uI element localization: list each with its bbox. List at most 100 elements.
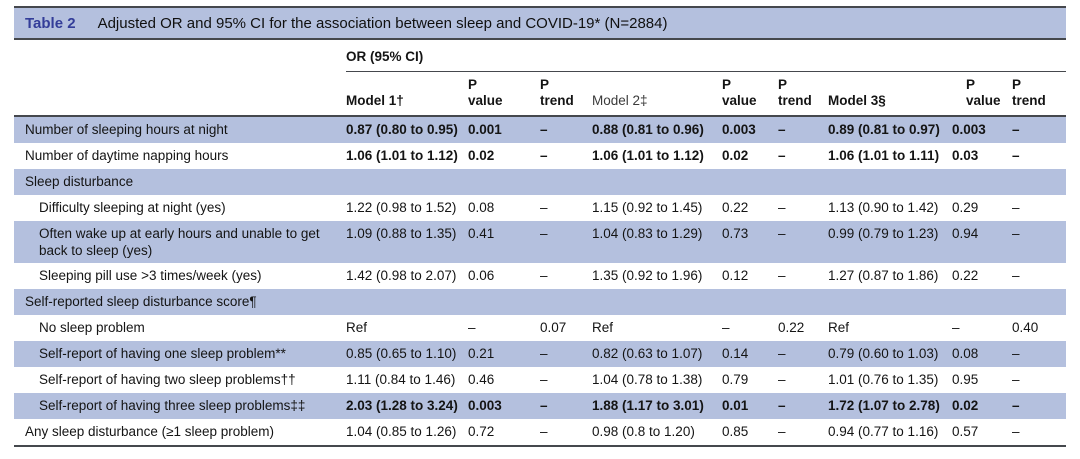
table-cell: –	[778, 424, 786, 439]
table-cell: 0.22	[722, 200, 749, 215]
table-cell: 0.85	[722, 424, 749, 439]
table-cell: 0.12	[722, 268, 749, 283]
table-cell: –	[540, 398, 548, 413]
table-cell: 1.15 (0.92 to 1.45)	[592, 200, 703, 215]
table-cell: 0.001	[468, 122, 502, 137]
column-header: Model 3§	[828, 93, 886, 108]
table-cell: 0.89 (0.81 to 0.97)	[828, 122, 940, 137]
row-label: Difficulty sleeping at night (yes)	[39, 200, 226, 215]
table-cell: 0.02	[468, 148, 495, 163]
table-cell: 1.04 (0.85 to 1.26)	[346, 424, 457, 439]
table-row: Often wake up at early hours and unable …	[14, 221, 1066, 263]
results-table: Table 2 Adjusted OR and 95% CI for the a…	[14, 6, 1066, 447]
table-cell: 0.07	[540, 320, 567, 335]
row-label: Any sleep disturbance (≥1 sleep problem)	[25, 424, 275, 439]
table-cell: 0.01	[722, 398, 749, 413]
table-cell: 1.06 (1.01 to 1.12)	[592, 148, 704, 163]
table-cell: Ref	[592, 320, 614, 335]
table-cell: 1.06 (1.01 to 1.12)	[346, 148, 458, 163]
table-row: Number of sleeping hours at night 0.87 (0…	[14, 117, 1066, 143]
table-cell: 0.003	[722, 122, 756, 137]
table-cell: 0.73	[722, 226, 749, 241]
row-label: Number of daytime napping hours	[25, 148, 229, 163]
table-cell: 0.79 (0.60 to 1.03)	[828, 346, 939, 361]
row-label: No sleep problem	[39, 320, 145, 335]
table-cell: 0.22	[952, 268, 979, 283]
table-bottom-rule	[14, 445, 1066, 447]
row-label: Number of sleeping hours at night	[25, 122, 228, 137]
group-header-spacer	[14, 40, 346, 72]
table-cell: 1.09 (0.88 to 1.35)	[346, 226, 457, 241]
table-cell: –	[722, 320, 730, 335]
table-cell: –	[778, 200, 786, 215]
table-cell: –	[778, 346, 786, 361]
table-cell: 1.22 (0.98 to 1.52)	[346, 200, 457, 215]
table-cell: 1.06 (1.01 to 1.11)	[828, 148, 940, 163]
table-cell: 1.42 (0.98 to 2.07)	[346, 268, 457, 283]
table-cell: –	[778, 268, 786, 283]
table-row: Sleeping pill use >3 times/week (yes) 1.4…	[14, 263, 1066, 289]
table-cell: –	[468, 320, 476, 335]
table-cell: 1.13 (0.90 to 1.42)	[828, 200, 939, 215]
table-cell: 0.94 (0.77 to 1.16)	[828, 424, 939, 439]
table-cell: –	[778, 148, 786, 163]
table-cell: –	[952, 320, 960, 335]
table-cell: 0.79	[722, 372, 749, 387]
table-cell: 1.72 (1.07 to 2.78)	[828, 398, 940, 413]
table-cell: 1.01 (0.76 to 1.35)	[828, 372, 939, 387]
table-cell: 0.21	[468, 346, 495, 361]
table-row: Difficulty sleeping at night (yes) 1.22 (…	[14, 195, 1066, 221]
table-cell: –	[1012, 226, 1020, 241]
table-cell: –	[540, 148, 548, 163]
table-cell: 0.99 (0.79 to 1.23)	[828, 226, 939, 241]
column-header: Model 2‡	[592, 93, 648, 108]
table-cell: 0.98 (0.8 to 1.20)	[592, 424, 695, 439]
table-row: Any sleep disturbance (≥1 sleep problem)…	[14, 419, 1066, 445]
table-cell: Ref	[346, 320, 368, 335]
table-cell: 0.003	[952, 122, 986, 137]
table-cell: 0.02	[722, 148, 749, 163]
table-cell: 0.08	[952, 346, 979, 361]
table-row: Self-report of having three sleep proble…	[14, 393, 1066, 419]
table-row: Number of daytime napping hours 1.06 (1.0…	[14, 143, 1066, 169]
row-label: Self-report of having one sleep problem*…	[39, 346, 286, 361]
table-cell: –	[1012, 372, 1020, 387]
table-title-bar: Table 2 Adjusted OR and 95% CI for the a…	[14, 8, 1066, 40]
table-cell: –	[1012, 268, 1020, 283]
table-cell: 0.57	[952, 424, 979, 439]
table-cell: –	[540, 122, 548, 137]
row-label: Sleeping pill use >3 times/week (yes)	[39, 268, 262, 283]
table-cell: –	[540, 424, 548, 439]
table-cell: –	[540, 268, 548, 283]
table-cell: 0.06	[468, 268, 495, 283]
group-header: OR (95% CI)	[346, 40, 1066, 72]
table-cell: 0.82 (0.63 to 1.07)	[592, 346, 703, 361]
column-header-spacer	[14, 72, 346, 115]
column-header: P value	[966, 77, 1001, 108]
table-cell: 0.87 (0.80 to 0.95)	[346, 122, 458, 137]
table-cell: 0.003	[468, 398, 502, 413]
row-label: Self-report of having two sleep problems…	[39, 372, 296, 387]
table-cell: –	[778, 398, 786, 413]
group-header-row: OR (95% CI)	[14, 40, 1066, 72]
table-cell: 1.04 (0.78 to 1.38)	[592, 372, 703, 387]
table-row: Self-report of having one sleep problem*…	[14, 341, 1066, 367]
table-cell: 0.14	[722, 346, 749, 361]
row-label: Often wake up at early hours and unable …	[39, 226, 320, 258]
table-cell: 0.72	[468, 424, 495, 439]
table-cell: –	[1012, 424, 1020, 439]
table-cell: –	[778, 372, 786, 387]
table-cell: 0.95	[952, 372, 979, 387]
table-row: No sleep problem Ref – 0.07 Ref – 0.22 Ref – 0.40	[14, 315, 1066, 341]
table-cell: –	[1012, 398, 1020, 413]
table-cell: 0.88 (0.81 to 0.96)	[592, 122, 704, 137]
table-cell: –	[540, 226, 548, 241]
table-cell: –	[1012, 200, 1020, 215]
table-cell: 0.41	[468, 226, 495, 241]
table-top-rule	[14, 6, 1066, 8]
table-cell: –	[1012, 346, 1020, 361]
